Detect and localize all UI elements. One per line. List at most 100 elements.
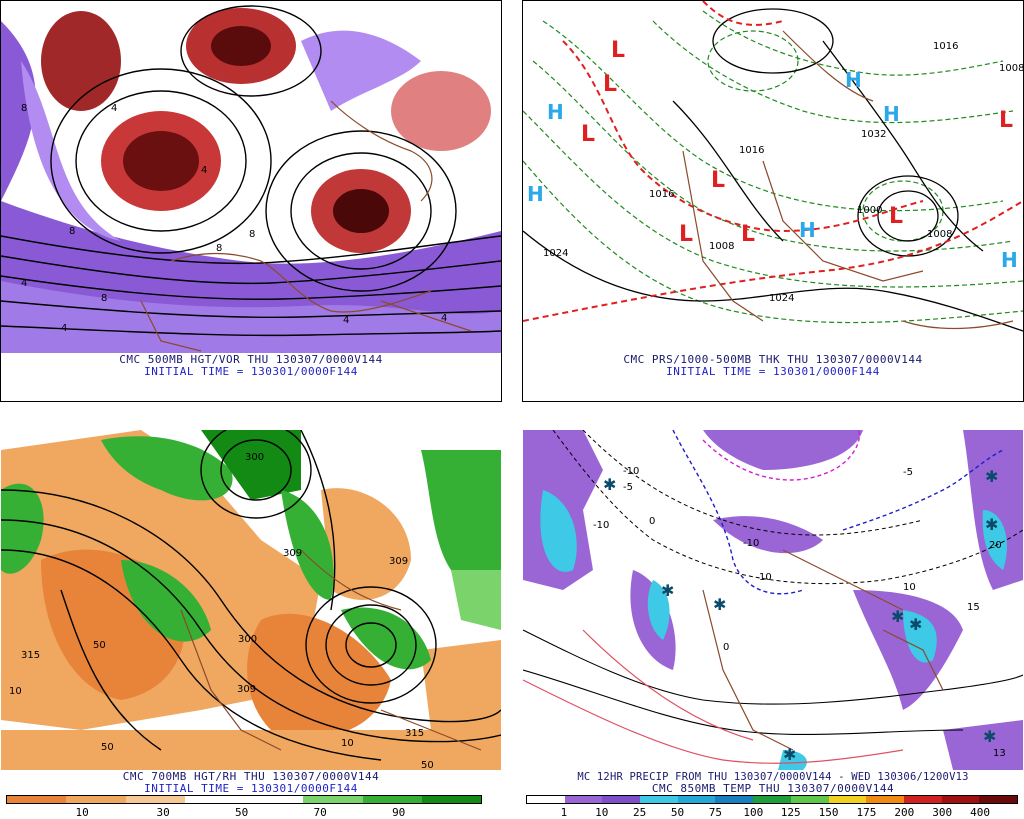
colorbar-tick: 10 [75, 806, 89, 819]
snow-asterisk-icon: ✱ [985, 515, 998, 534]
contour-label: 8 [69, 226, 75, 237]
colorbar-tick: 400 [970, 806, 991, 819]
isobar-label: 1016 [739, 145, 764, 156]
low-pressure-marker: L [603, 72, 617, 97]
contour-label: 50 [101, 742, 114, 753]
low-pressure-marker: L [611, 38, 625, 63]
rh-colorbar-ticks: 10 30 50 70 90 [6, 806, 482, 819]
contour-label: 315 [21, 650, 40, 661]
temp-label: 20 [989, 540, 1002, 551]
temp-label: -10 [623, 466, 639, 477]
temp-label: 10 [759, 572, 772, 583]
high-pressure-marker: H [1001, 248, 1018, 272]
contour-label: 315 [405, 728, 424, 739]
high-pressure-marker: H [799, 218, 816, 242]
panel-caption: CMC 500MB HGT/VOR THU 130307/0000V144 [119, 353, 383, 366]
low-pressure-marker: L [889, 204, 903, 229]
isobar-label: 1016 [649, 189, 674, 200]
low-pressure-marker: L [679, 222, 693, 247]
high-pressure-marker: H [883, 102, 900, 126]
temp-label: -10 [593, 520, 609, 531]
pressure-map: L L L L L L L L H H H H H H 1024 1032 10… [523, 1, 1023, 353]
panel-500mb-vorticity: 4 8 8 4 8 8 4 4 4 8 4 CMC 500MB HGT/VOR … [0, 0, 502, 402]
colorbar-tick: 175 [856, 806, 877, 819]
panel-700mb-relative-humidity: 315 300 309 309 315 10 50 50 10 50 309 3… [0, 417, 502, 819]
temp-label: 0 [649, 516, 655, 527]
snow-asterisk-icon: ✱ [909, 615, 922, 634]
panel-subcaption: CMC 850MB TEMP THU 130307/0000V144 [651, 782, 895, 795]
contour-label: 4 [441, 313, 447, 324]
isobar-label: 1024 [769, 293, 794, 304]
temp-label: -5 [903, 467, 913, 478]
snow-asterisk-icon: ✱ [985, 467, 998, 486]
rh-colorbar [6, 795, 482, 804]
temp-label: -10 [743, 538, 759, 549]
panel-caption: CMC PRS/1000-500MB THK THU 130307/0000V1… [623, 353, 923, 366]
contour-label: 309 [283, 548, 302, 559]
high-pressure-marker: H [547, 100, 564, 124]
snow-asterisk-icon: ✱ [603, 475, 616, 494]
precip-colorbar [526, 795, 1018, 804]
contour-label: 8 [216, 243, 222, 254]
isobar-label: 1032 [861, 129, 886, 140]
contour-label: 4 [61, 323, 67, 334]
colorbar-tick: 90 [392, 806, 406, 819]
contour-label: 10 [341, 738, 354, 749]
panel-caption: CMC 700MB HGT/RH THU 130307/0000V144 [122, 770, 380, 783]
colorbar-tick: 200 [894, 806, 915, 819]
panel-caption: MC 12HR PRECIP FROM THU 130307/0000V144 … [577, 771, 969, 783]
temp-label: 15 [967, 602, 980, 613]
contour-label: 8 [101, 293, 107, 304]
contour-label: 300 [238, 634, 257, 645]
contour-label: 4 [111, 103, 117, 114]
isobar-label: 1008 [999, 63, 1023, 74]
temp-label: -5 [623, 482, 633, 493]
snow-asterisk-icon: ✱ [661, 581, 674, 600]
colorbar-tick: 100 [743, 806, 764, 819]
contour-label: 4 [201, 165, 207, 176]
temp-label: 0 [723, 642, 729, 653]
contour-label: 8 [249, 229, 255, 240]
contour-label: 50 [93, 640, 106, 651]
colorbar-tick: 150 [818, 806, 839, 819]
isobar-label: 1000 [857, 205, 882, 216]
vorticity-map: 4 8 8 4 8 8 4 4 4 8 4 [1, 1, 501, 353]
temp-label: 13 [993, 748, 1006, 759]
contour-label: 50 [421, 760, 434, 770]
humidity-map: 315 300 309 309 315 10 50 50 10 50 309 3… [1, 430, 501, 770]
high-pressure-marker: H [527, 182, 544, 206]
high-pressure-marker: H [845, 68, 862, 92]
colorbar-tick: 1 [560, 806, 568, 819]
low-pressure-marker: L [581, 122, 595, 147]
colorbar-tick: 125 [780, 806, 801, 819]
precip-colorbar-ticks: 1 10 25 50 75 100 125 150 175 200 300 40… [526, 806, 1018, 819]
isobar-label: 1008 [927, 229, 952, 240]
panel-initial-time: INITIAL TIME = 130301/0000F144 [144, 365, 358, 378]
colorbar-tick: 50 [670, 806, 685, 819]
contour-label: 8 [21, 103, 27, 114]
low-pressure-marker: L [741, 222, 755, 247]
colorbar-tick: 50 [234, 806, 249, 819]
isobar-label: 1016 [933, 41, 958, 52]
contour-label: 4 [21, 278, 27, 289]
snow-asterisk-icon: ✱ [983, 727, 996, 746]
contour-label: 309 [389, 556, 408, 567]
snow-asterisk-icon: ✱ [783, 745, 796, 764]
contour-label: 300 [245, 452, 264, 463]
colorbar-tick: 25 [633, 806, 647, 819]
snow-asterisk-icon: ✱ [891, 607, 904, 626]
panel-initial-time: INITIAL TIME = 130301/0000F144 [666, 365, 880, 378]
colorbar-tick: 10 [595, 806, 609, 819]
panel-surface-pressure-thickness: L L L L L L L L H H H H H H 1024 1032 10… [522, 0, 1024, 402]
snow-asterisk-icon: ✱ [713, 595, 726, 614]
colorbar-tick: 70 [313, 806, 327, 819]
precip-map: ✱ ✱ ✱ ✱ ✱ ✱ ✱ ✱ ✱ -10 -10 10 -10 0 -5 10… [523, 430, 1023, 770]
low-pressure-marker: L [999, 108, 1013, 133]
contour-label: 309 [237, 684, 256, 695]
panel-initial-time: INITIAL TIME = 130301/0000F144 [144, 782, 358, 795]
isobar-label: 1024 [543, 248, 568, 259]
contour-label: 4 [343, 315, 349, 326]
colorbar-tick: 300 [932, 806, 953, 819]
temp-label: 10 [903, 582, 916, 593]
panel-precip-850mb-temp: ✱ ✱ ✱ ✱ ✱ ✱ ✱ ✱ ✱ -10 -10 10 -10 0 -5 10… [522, 417, 1024, 819]
